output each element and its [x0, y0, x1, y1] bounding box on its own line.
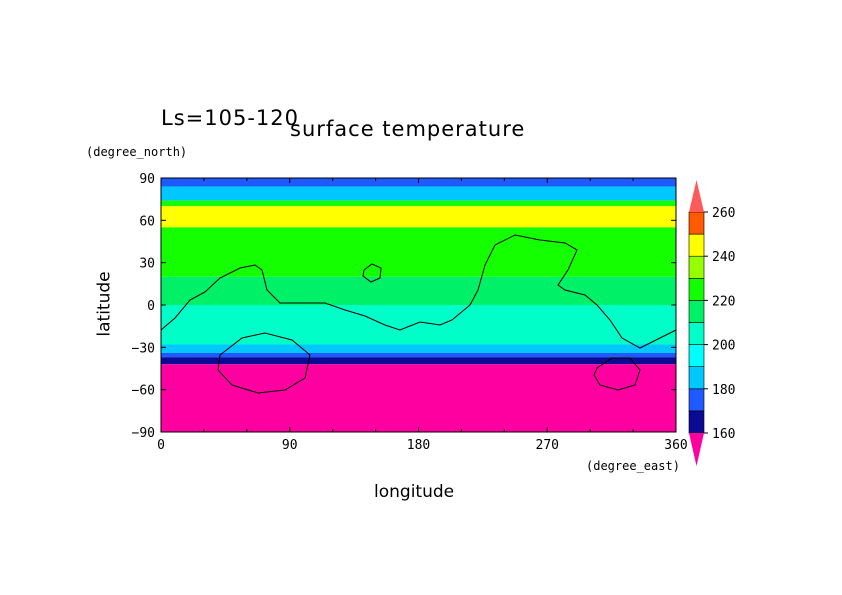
highland-peak-contour: [362, 263, 382, 283]
y-tick-label: −60: [132, 384, 155, 399]
x-tick-label: 180: [407, 438, 430, 453]
colorbar-segment: [688, 322, 705, 345]
colorbar-tick-label: 220: [712, 294, 735, 309]
lat-band-1: [161, 186, 676, 201]
colorbar: 160 180 200 220 240 260: [688, 180, 735, 466]
y-tick-label: 90: [139, 172, 155, 187]
colorbar-segment: [688, 300, 705, 323]
colorbar-tick-label: 160: [712, 427, 735, 442]
colorbar-tick-label: 260: [712, 206, 735, 221]
colorbar-segment: [688, 277, 705, 301]
colorbar-segment: [688, 410, 705, 434]
y-tick-label: −30: [132, 341, 155, 356]
lat-band-5: [161, 276, 676, 305]
y-units-label: (degree_north): [86, 145, 188, 159]
x-tick-label: 0: [157, 438, 165, 453]
colorbar-tick-label: 200: [712, 339, 735, 354]
lat-band-4: [161, 227, 676, 277]
south-crater-contour: [217, 332, 311, 394]
colorbar-under-triangle: [689, 433, 704, 466]
colorbar-segment: [688, 233, 705, 257]
x-units-label: (degree_east): [586, 459, 680, 473]
lat-band-8: [161, 352, 676, 358]
lat-band-6: [161, 305, 676, 345]
lat-band-10: [161, 364, 676, 432]
colorbar-segment: [688, 366, 705, 390]
x-axis-label: longitude: [374, 482, 455, 502]
y-tick-label: 0: [147, 299, 155, 314]
southeast-crater-contour: [593, 357, 641, 391]
lat-band-9: [161, 357, 676, 365]
y-axis-label: latitude: [94, 271, 115, 337]
colorbar-segment: [688, 388, 705, 412]
x-tick-label: 270: [536, 438, 559, 453]
x-axis-ticks: 0 90 180 270 360: [157, 178, 688, 453]
y-tick-label: −90: [132, 426, 155, 441]
colorbar-segment: [688, 344, 705, 368]
colorbar-tick-label: 180: [712, 383, 735, 398]
y-tick-label: 60: [139, 214, 155, 229]
x-tick-label: 360: [664, 438, 687, 453]
subtitle-ls: Ls=105-120: [161, 106, 299, 130]
lat-band-7: [161, 344, 676, 353]
colorbar-segment: [688, 211, 705, 235]
x-tick-label: 90: [282, 438, 298, 453]
colorbar-segment: [688, 255, 705, 279]
colorbar-over-triangle: [689, 180, 704, 212]
temperature-field: [161, 178, 676, 432]
continent-outline-contour: [160, 234, 677, 349]
topography-contours: [160, 234, 677, 394]
lat-band-3: [161, 206, 676, 228]
colorbar-tick-label: 240: [712, 250, 735, 265]
lat-band-2: [161, 200, 676, 207]
y-tick-label: 30: [139, 257, 155, 272]
chart-title: surface temperature: [290, 117, 526, 141]
y-axis-ticks: 90 60 30 0 −30 −60 −90: [132, 172, 676, 441]
